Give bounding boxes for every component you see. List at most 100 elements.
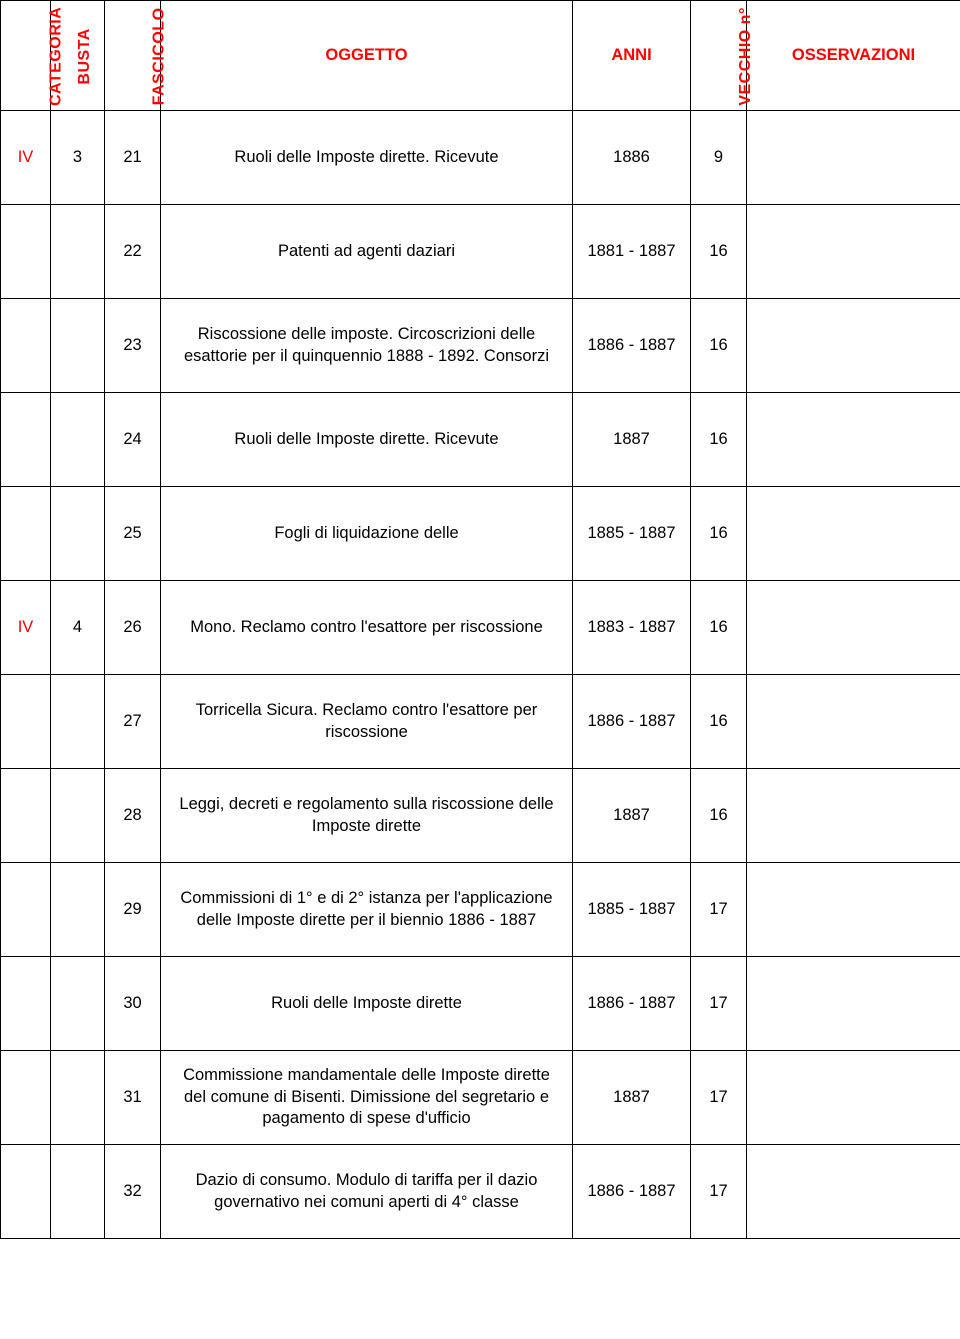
header-fascicolo-label: FASCICOLO (150, 7, 171, 105)
cell-fascicolo: 24 (105, 393, 161, 487)
table-row: 22 Patenti ad agenti daziari 1881 - 1887… (1, 205, 960, 299)
cell-fascicolo: 32 (105, 1145, 161, 1239)
cell-osservazioni (747, 581, 960, 675)
cell-busta (51, 1145, 105, 1239)
cell-oggetto: Torricella Sicura. Reclamo contro l'esat… (161, 675, 573, 769)
table-row: 23 Riscossione delle imposte. Circoscriz… (1, 299, 960, 393)
cell-vecchio: 9 (691, 111, 747, 205)
cell-busta (51, 487, 105, 581)
cell-busta: 4 (51, 581, 105, 675)
cell-oggetto: Commissioni di 1° e di 2° istanza per l'… (161, 863, 573, 957)
cell-fascicolo: 28 (105, 769, 161, 863)
cell-osservazioni (747, 111, 960, 205)
cell-oggetto: Fogli di liquidazione delle (161, 487, 573, 581)
cell-busta (51, 957, 105, 1051)
table-row: IV 4 26 Mono. Reclamo contro l'esattore … (1, 581, 960, 675)
cell-anni: 1883 - 1887 (573, 581, 691, 675)
cell-anni: 1885 - 1887 (573, 487, 691, 581)
archive-table: CATEGORIA BUSTA FASCICOLO OGGETTO ANNI V… (0, 0, 960, 1239)
header-osservazioni: OSSERVAZIONI (747, 1, 960, 111)
cell-oggetto: Commissione mandamentale delle Imposte d… (161, 1051, 573, 1145)
header-categoria: CATEGORIA (1, 1, 51, 111)
cell-osservazioni (747, 1051, 960, 1145)
header-anni: ANNI (573, 1, 691, 111)
cell-categoria (1, 769, 51, 863)
cell-busta (51, 1051, 105, 1145)
cell-busta (51, 769, 105, 863)
cell-vecchio: 16 (691, 769, 747, 863)
cell-vecchio: 16 (691, 675, 747, 769)
cell-fascicolo: 30 (105, 957, 161, 1051)
cell-anni: 1886 - 1887 (573, 1145, 691, 1239)
header-vecchio-label: VECCHIO n° (736, 7, 757, 106)
cell-busta (51, 393, 105, 487)
cell-osservazioni (747, 769, 960, 863)
cell-anni: 1885 - 1887 (573, 863, 691, 957)
cell-fascicolo: 22 (105, 205, 161, 299)
cell-vecchio: 16 (691, 393, 747, 487)
table-row: 24 Ruoli delle Imposte dirette. Ricevute… (1, 393, 960, 487)
cell-osservazioni (747, 299, 960, 393)
cell-categoria (1, 957, 51, 1051)
cell-vecchio: 16 (691, 205, 747, 299)
cell-categoria (1, 393, 51, 487)
table-row: 29 Commissioni di 1° e di 2° istanza per… (1, 863, 960, 957)
cell-busta (51, 675, 105, 769)
table-row: 30 Ruoli delle Imposte dirette 1886 - 18… (1, 957, 960, 1051)
table-row: 31 Commissione mandamentale delle Impost… (1, 1051, 960, 1145)
cell-vecchio: 16 (691, 299, 747, 393)
cell-categoria: IV (1, 581, 51, 675)
cell-anni: 1886 - 1887 (573, 299, 691, 393)
header-busta-label: BUSTA (75, 28, 96, 84)
cell-busta: 3 (51, 111, 105, 205)
cell-oggetto: Ruoli delle Imposte dirette (161, 957, 573, 1051)
header-fascicolo: FASCICOLO (105, 1, 161, 111)
cell-fascicolo: 21 (105, 111, 161, 205)
cell-categoria (1, 487, 51, 581)
table-row: IV 3 21 Ruoli delle Imposte dirette. Ric… (1, 111, 960, 205)
cell-categoria (1, 863, 51, 957)
header-row: CATEGORIA BUSTA FASCICOLO OGGETTO ANNI V… (1, 1, 960, 111)
cell-anni: 1887 (573, 769, 691, 863)
cell-fascicolo: 31 (105, 1051, 161, 1145)
cell-fascicolo: 25 (105, 487, 161, 581)
cell-vecchio: 17 (691, 863, 747, 957)
cell-oggetto: Ruoli delle Imposte dirette. Ricevute (161, 111, 573, 205)
cell-vecchio: 16 (691, 487, 747, 581)
cell-osservazioni (747, 393, 960, 487)
table-row: 32 Dazio di consumo. Modulo di tariffa p… (1, 1145, 960, 1239)
cell-anni: 1886 - 1887 (573, 675, 691, 769)
cell-anni: 1887 (573, 1051, 691, 1145)
cell-osservazioni (747, 675, 960, 769)
cell-vecchio: 17 (691, 957, 747, 1051)
cell-oggetto: Mono. Reclamo contro l'esattore per risc… (161, 581, 573, 675)
cell-anni: 1886 - 1887 (573, 957, 691, 1051)
table-row: 25 Fogli di liquidazione delle 1885 - 18… (1, 487, 960, 581)
cell-busta (51, 205, 105, 299)
header-vecchio: VECCHIO n° (691, 1, 747, 111)
table-row: 28 Leggi, decreti e regolamento sulla ri… (1, 769, 960, 863)
cell-fascicolo: 26 (105, 581, 161, 675)
cell-fascicolo: 27 (105, 675, 161, 769)
cell-oggetto: Leggi, decreti e regolamento sulla risco… (161, 769, 573, 863)
cell-busta (51, 863, 105, 957)
cell-categoria (1, 1051, 51, 1145)
cell-categoria (1, 675, 51, 769)
table-row: 27 Torricella Sicura. Reclamo contro l'e… (1, 675, 960, 769)
cell-osservazioni (747, 957, 960, 1051)
cell-oggetto: Riscossione delle imposte. Circoscrizion… (161, 299, 573, 393)
cell-categoria (1, 205, 51, 299)
cell-osservazioni (747, 205, 960, 299)
cell-anni: 1887 (573, 393, 691, 487)
header-categoria-label: CATEGORIA (46, 6, 67, 105)
cell-anni: 1881 - 1887 (573, 205, 691, 299)
cell-oggetto: Ruoli delle Imposte dirette. Ricevute (161, 393, 573, 487)
table-body: IV 3 21 Ruoli delle Imposte dirette. Ric… (1, 111, 960, 1239)
cell-vecchio: 17 (691, 1145, 747, 1239)
cell-osservazioni (747, 487, 960, 581)
header-oggetto: OGGETTO (161, 1, 573, 111)
cell-osservazioni (747, 863, 960, 957)
cell-vecchio: 17 (691, 1051, 747, 1145)
cell-categoria (1, 299, 51, 393)
cell-oggetto: Patenti ad agenti daziari (161, 205, 573, 299)
